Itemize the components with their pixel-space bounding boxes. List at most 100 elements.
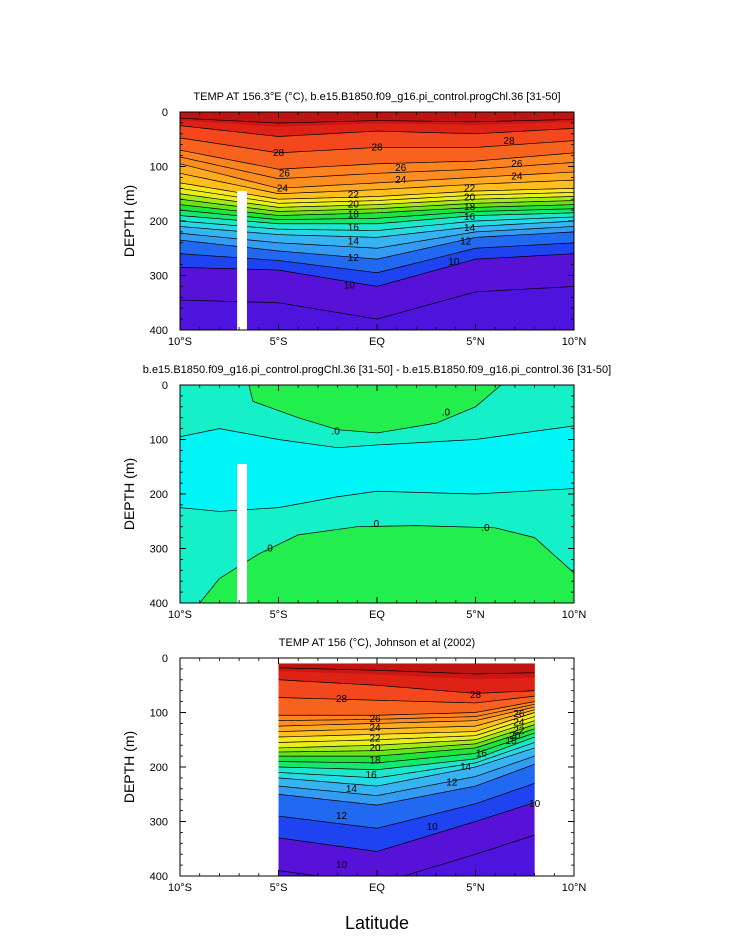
contour-band: [180, 286, 574, 330]
contour-label: 24: [511, 171, 523, 182]
y-tick-label: 400: [150, 871, 168, 883]
contour-label: 10: [529, 799, 541, 810]
x-tick-label: EQ: [369, 882, 385, 894]
contour-label: 18: [464, 202, 476, 213]
contour-line: [180, 488, 574, 512]
panel-title: TEMP AT 156 (°C), Johnson et al (2002): [279, 637, 475, 649]
x-tick-label: 10°N: [562, 882, 587, 894]
contour-label: 18: [505, 736, 517, 747]
isotherm-line: [278, 736, 535, 771]
isotherm-line: [278, 732, 535, 764]
contour-label: 22: [464, 183, 476, 194]
contour-label: 16: [476, 748, 488, 759]
contour-label: 14: [464, 223, 476, 234]
contour-band: [199, 525, 574, 603]
isotherm-line: [278, 747, 535, 787]
contour-label: 18: [348, 209, 360, 220]
y-axis-label: DEPTH (m): [121, 185, 137, 257]
isotherm-line: [180, 137, 574, 154]
contour-label: .0: [331, 426, 340, 437]
contour-label: 10: [336, 860, 348, 871]
contour-label: 28: [503, 136, 515, 147]
contour-label: 28: [470, 690, 482, 701]
x-tick-label: EQ: [369, 336, 385, 348]
isotherm-line: [180, 117, 574, 124]
y-tick-label: 100: [150, 162, 168, 174]
x-axis-label: Latitude: [345, 913, 409, 933]
contour-label: 14: [348, 237, 360, 248]
y-tick-label: 200: [150, 216, 168, 228]
contour-label: 28: [371, 142, 383, 153]
contour-line: [248, 385, 502, 434]
contour-label: 24: [395, 175, 407, 186]
contour-label: 28: [273, 148, 285, 159]
y-tick-label: 100: [150, 435, 168, 447]
x-tick-label: 5°N: [466, 336, 485, 348]
contour-label: 22: [348, 190, 360, 201]
y-axis-label: DEPTH (m): [121, 458, 137, 530]
isotherm-line: [180, 125, 574, 137]
contour-label: 20: [348, 200, 360, 211]
contour-label: 12: [460, 237, 472, 248]
contour-label: 24: [369, 723, 381, 734]
contour-label: 14: [346, 784, 358, 795]
contour-label: 16: [366, 770, 378, 781]
x-tick-label: 10°N: [562, 336, 587, 348]
contour-band: [180, 425, 574, 512]
isotherm-line: [278, 834, 535, 876]
contour-label: 14: [460, 762, 472, 773]
x-tick-label: 5°N: [466, 609, 485, 621]
x-tick-label: EQ: [369, 609, 385, 621]
contour-label: 24: [513, 717, 525, 728]
x-tick-label: 10°S: [168, 609, 192, 621]
isotherm-line: [180, 172, 574, 195]
contour-label: .0: [264, 544, 273, 555]
missing-data-band: [237, 191, 247, 330]
isotherm-line: [278, 695, 535, 704]
y-axis-label: DEPTH (m): [121, 731, 137, 803]
isotherm-line: [278, 703, 535, 722]
contour-label: 26: [369, 714, 381, 725]
x-tick-label: 10°S: [168, 336, 192, 348]
contour-label: 26: [513, 709, 525, 720]
isotherm-line: [180, 156, 574, 180]
x-tick-label: 5°S: [270, 336, 288, 348]
y-tick-label: 300: [150, 817, 168, 829]
contour-label: 22: [369, 734, 381, 745]
panel-title: b.e15.B1850.f09_g16.pi_control.progChl.3…: [143, 364, 611, 376]
contour-label: 10: [344, 280, 356, 291]
contour-label: 26: [511, 159, 523, 170]
y-tick-label: 300: [150, 271, 168, 283]
contour-line: [199, 525, 574, 603]
isotherm-line: [278, 755, 535, 796]
y-tick-label: 200: [150, 489, 168, 501]
isotherm-line: [278, 724, 535, 753]
y-tick-label: 400: [150, 598, 168, 610]
contour-label: 20: [509, 731, 521, 742]
y-tick-label: 400: [150, 325, 168, 337]
chart-panel: .0 .0 .0 .0 .0 10°S 5°S EQ 5°N 10°N 0 100 200 300 400 b…: [121, 364, 611, 621]
isotherm-line: [278, 720, 535, 749]
contour-band: [248, 385, 502, 433]
isotherm-line: [278, 701, 535, 716]
isotherm-line: [278, 763, 535, 806]
contour-label: 28: [336, 694, 348, 705]
y-tick-label: 300: [150, 544, 168, 556]
isotherm-line: [278, 667, 535, 675]
y-tick-label: 100: [150, 708, 168, 720]
contour-band: [278, 663, 535, 674]
contour-label: 12: [336, 811, 348, 822]
contour-label: 12: [348, 253, 360, 264]
isotherm-line: [180, 149, 574, 170]
isotherm-line: [278, 742, 535, 779]
isotherm-line: [278, 728, 535, 757]
contour-label: 22: [513, 725, 525, 736]
y-tick-label: 200: [150, 762, 168, 774]
missing-data-band: [237, 464, 247, 603]
isotherm-line: [278, 709, 535, 732]
